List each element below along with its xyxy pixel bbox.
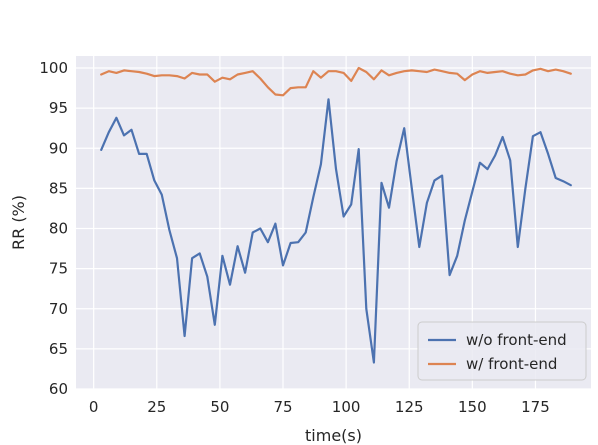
y-tick-label: 70	[49, 300, 68, 318]
y-tick-label: 85	[49, 179, 68, 197]
legend: w/o front-end w/ front-end	[417, 321, 587, 381]
x-axis-label: time(s)	[305, 426, 362, 445]
y-tick-label: 95	[49, 99, 68, 117]
y-tick-label: 75	[49, 260, 68, 278]
y-tick-label: 90	[49, 139, 68, 157]
x-tick-label: 50	[210, 398, 229, 416]
x-tick-label: 0	[89, 398, 99, 416]
series-lines	[100, 66, 572, 364]
y-tick-label: 60	[49, 380, 68, 398]
tick-labels: 0 25 50 75 100 125 150 175 60 65 70 75 80 85 90 95 100	[39, 59, 549, 416]
x-tick-label: 150	[458, 398, 487, 416]
legend-label-1: w/o front-end	[466, 331, 567, 349]
y-tick-label: 65	[49, 340, 68, 358]
series-line-2	[100, 66, 572, 97]
legend-label-2: w/ front-end	[466, 355, 557, 373]
series-line-1	[100, 98, 572, 364]
x-tick-label: 125	[395, 398, 424, 416]
legend-box	[417, 321, 587, 381]
y-tick-label: 100	[39, 59, 68, 77]
y-tick-label: 80	[49, 220, 68, 238]
x-tick-label: 100	[332, 398, 361, 416]
x-tick-label: 175	[521, 398, 550, 416]
x-tick-label: 75	[273, 398, 292, 416]
x-tick-label: 25	[147, 398, 166, 416]
y-axis-label: RR (%)	[9, 195, 28, 250]
